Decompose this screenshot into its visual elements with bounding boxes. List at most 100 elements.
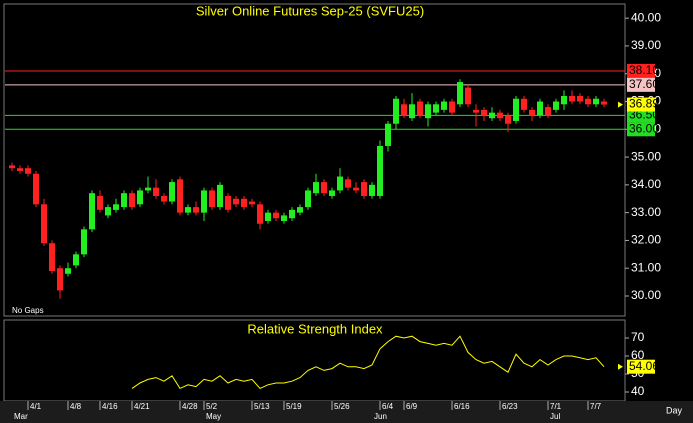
candle-body [513,98,519,121]
candle-body [329,190,335,196]
y-tick-label: 39.00 [631,38,661,52]
month-label: May [206,412,221,421]
candle-body [441,101,447,110]
rsi-line [131,335,605,390]
candle-body [417,101,423,116]
x-tick-label: 5/19 [286,402,302,411]
candle-body [337,176,343,191]
x-tick-label: 5/2 [206,402,218,411]
candle-body [313,182,319,194]
annotation: No Gaps [12,306,44,315]
y-tick-label: 34.00 [631,177,661,191]
candle-body [241,198,247,208]
x-tick-label: 4/16 [102,402,118,411]
candle-body [225,195,231,210]
level-label: 36.00 [629,121,659,135]
candle-body [345,179,351,188]
level-box [627,108,655,123]
candle-body [457,82,463,105]
candle-body [289,209,295,219]
level-label: 38.10 [629,63,659,77]
candle-body [201,190,207,213]
candle-body [161,195,167,202]
y-tick-label: 31.00 [631,260,661,274]
candle-body [73,254,79,266]
level-label: 37.60 [629,77,659,91]
candle-body [33,173,39,205]
x-tick-label: 6/9 [406,402,418,411]
candle-body [585,98,591,105]
y-tick-label: 60 [631,348,645,362]
level-box [627,63,655,78]
candle-body [305,190,311,208]
candle-body [257,204,263,224]
x-tick-label: 7/7 [590,402,602,411]
candle-body [561,95,567,105]
candle-body [353,187,359,191]
price-arrow [618,101,623,108]
x-tick-label: 4/28 [182,402,198,411]
candle-body [449,101,455,113]
candle-body [57,268,63,291]
candle-body [209,190,215,208]
candle-body [265,212,271,221]
candle-body [577,95,583,102]
y-tick-label: 40.00 [631,10,661,24]
month-label: Jul [550,412,560,421]
candle-body [249,201,255,205]
y-tick-label: 30.00 [631,288,661,302]
candle-body [129,193,135,208]
candle-body [369,184,375,196]
candle-body [401,104,407,116]
x-tick-label: 4/8 [70,402,82,411]
candle-body [489,112,495,119]
candle-body [433,104,439,113]
candle-body [185,207,191,213]
period-label: Day [666,405,683,415]
candle-body [297,207,303,213]
last-rsi-label: 54.06 [629,359,659,373]
last-rsi-box [627,359,655,374]
candle-body [385,123,391,146]
candle-body [601,101,607,105]
candle-body [537,101,543,116]
candle-body [17,168,23,171]
candle-body [281,215,287,221]
candle-body [393,98,399,124]
rsi-arrow [618,363,623,370]
x-tick-label: 6/23 [502,402,518,411]
month-label: Jun [374,412,387,421]
candle-body [121,193,127,208]
candle-body [105,207,111,216]
y-tick-label: 40 [631,384,645,398]
level-box [627,122,655,137]
candle-body [465,87,471,105]
candle-body [89,193,95,230]
candle-body [377,145,383,196]
candle-body [145,187,151,191]
x-tick-label: 5/13 [254,402,270,411]
candle-body [553,101,559,110]
candle-body [273,212,279,219]
chart-title: Silver Online Futures Sep-25 (SVFU25) [196,3,424,18]
candle-body [321,182,327,194]
candle-body [97,195,103,210]
candle-body [9,165,15,169]
candle-body [137,190,143,205]
candle-body [81,229,87,255]
candle-body [481,109,487,116]
candle-body [505,115,511,124]
candle-body [25,168,31,174]
price-panel [3,3,626,317]
candle-body [153,187,159,196]
x-tick-label: 6/4 [382,402,394,411]
x-tick-label: 6/16 [454,402,470,411]
candle-body [217,184,223,208]
candle-body [177,179,183,213]
last-price-label: 36.89 [629,97,659,111]
candle-body [529,109,535,116]
candle-body [361,182,367,196]
candle-body [409,104,415,119]
x-tick-label: 5/26 [334,402,350,411]
